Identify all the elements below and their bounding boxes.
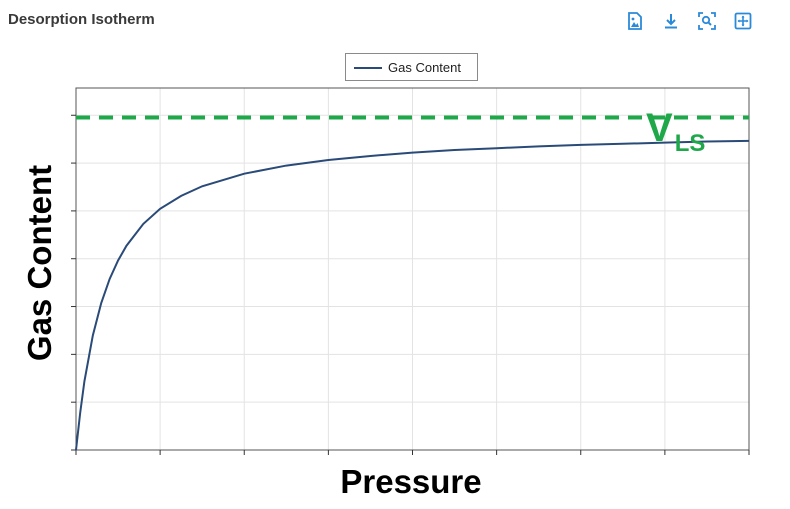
zoom-icon[interactable] (696, 10, 718, 32)
series-line-gas-content (75, 139, 750, 451)
download-icon[interactable] (660, 10, 682, 32)
reference-line-label-main: V (646, 106, 673, 150)
reset-zoom-icon[interactable] (732, 10, 754, 32)
legend-line-swatch (354, 67, 382, 69)
x-axis-label: Pressure (340, 463, 482, 500)
legend: Gas Content (345, 53, 478, 81)
reference-line-label: VLS (646, 108, 705, 156)
legend-label: Gas Content (388, 60, 461, 75)
chart-title: Desorption Isotherm (8, 11, 155, 28)
reference-line-label-subscript: LS (674, 130, 706, 157)
y-axis-label: Gas Content (21, 164, 58, 362)
export-image-icon[interactable] (624, 10, 646, 32)
